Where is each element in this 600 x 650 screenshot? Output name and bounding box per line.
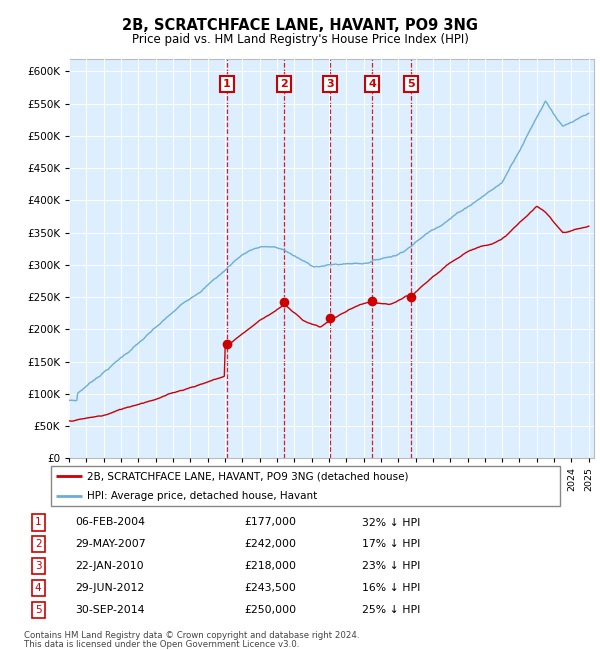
Text: 2: 2 xyxy=(280,79,288,89)
Text: 3: 3 xyxy=(326,79,334,89)
Text: HPI: Average price, detached house, Havant: HPI: Average price, detached house, Hava… xyxy=(86,491,317,501)
Text: 4: 4 xyxy=(368,79,376,89)
Text: 29-JUN-2012: 29-JUN-2012 xyxy=(75,583,144,593)
Text: 3: 3 xyxy=(35,561,41,571)
Text: 5: 5 xyxy=(407,79,415,89)
Text: 06-FEB-2004: 06-FEB-2004 xyxy=(75,517,145,527)
Text: 5: 5 xyxy=(35,605,41,615)
Text: £242,000: £242,000 xyxy=(244,540,296,549)
Text: 2: 2 xyxy=(35,540,41,549)
Text: 22-JAN-2010: 22-JAN-2010 xyxy=(75,561,143,571)
Text: 32% ↓ HPI: 32% ↓ HPI xyxy=(362,517,421,527)
Text: 1: 1 xyxy=(223,79,230,89)
Text: 2B, SCRATCHFACE LANE, HAVANT, PO9 3NG: 2B, SCRATCHFACE LANE, HAVANT, PO9 3NG xyxy=(122,18,478,34)
Text: 1: 1 xyxy=(35,517,41,527)
Text: This data is licensed under the Open Government Licence v3.0.: This data is licensed under the Open Gov… xyxy=(24,640,299,649)
Text: 23% ↓ HPI: 23% ↓ HPI xyxy=(362,561,421,571)
Text: 17% ↓ HPI: 17% ↓ HPI xyxy=(362,540,421,549)
Text: £243,500: £243,500 xyxy=(244,583,296,593)
Text: 16% ↓ HPI: 16% ↓ HPI xyxy=(362,583,421,593)
Text: Price paid vs. HM Land Registry's House Price Index (HPI): Price paid vs. HM Land Registry's House … xyxy=(131,32,469,46)
Text: £218,000: £218,000 xyxy=(244,561,296,571)
Text: 2B, SCRATCHFACE LANE, HAVANT, PO9 3NG (detached house): 2B, SCRATCHFACE LANE, HAVANT, PO9 3NG (d… xyxy=(86,471,408,481)
Text: 29-MAY-2007: 29-MAY-2007 xyxy=(75,540,145,549)
Text: £177,000: £177,000 xyxy=(244,517,296,527)
Text: 25% ↓ HPI: 25% ↓ HPI xyxy=(362,605,421,615)
Text: 30-SEP-2014: 30-SEP-2014 xyxy=(75,605,144,615)
FancyBboxPatch shape xyxy=(50,466,560,506)
Text: 4: 4 xyxy=(35,583,41,593)
Text: £250,000: £250,000 xyxy=(244,605,296,615)
Text: Contains HM Land Registry data © Crown copyright and database right 2024.: Contains HM Land Registry data © Crown c… xyxy=(24,631,359,640)
